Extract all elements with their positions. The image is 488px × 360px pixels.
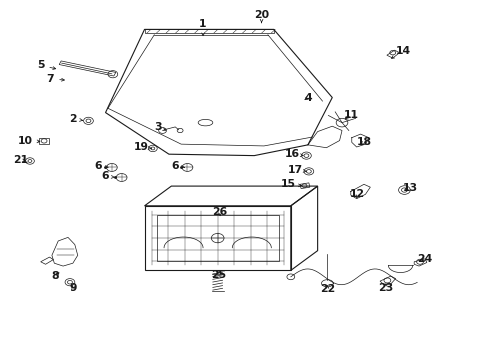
- Text: 6: 6: [102, 171, 115, 181]
- Text: 7: 7: [46, 74, 64, 84]
- Text: 8: 8: [51, 271, 59, 281]
- Bar: [157, 215, 278, 261]
- Text: 3: 3: [154, 122, 165, 132]
- Text: 4: 4: [304, 93, 311, 103]
- Text: 6: 6: [171, 161, 184, 171]
- Text: 1: 1: [199, 19, 206, 36]
- Text: 22: 22: [319, 284, 334, 294]
- Text: 24: 24: [416, 254, 432, 264]
- Text: 10: 10: [18, 136, 40, 145]
- Text: 21: 21: [14, 155, 29, 165]
- Text: 12: 12: [349, 189, 365, 199]
- Text: 25: 25: [211, 270, 226, 280]
- Text: 18: 18: [356, 138, 371, 147]
- Text: 13: 13: [402, 183, 417, 193]
- Text: 5: 5: [37, 60, 56, 70]
- Text: 26: 26: [212, 207, 227, 217]
- Text: 15: 15: [280, 179, 301, 189]
- Text: 23: 23: [378, 283, 393, 293]
- Text: 16: 16: [284, 149, 303, 159]
- Text: 11: 11: [344, 111, 359, 121]
- Text: 17: 17: [287, 165, 305, 175]
- Text: 20: 20: [253, 10, 268, 23]
- Text: 14: 14: [391, 46, 410, 58]
- Text: 9: 9: [69, 283, 77, 293]
- Text: 19: 19: [133, 142, 151, 152]
- Text: 6: 6: [94, 161, 108, 171]
- Text: 2: 2: [69, 114, 82, 124]
